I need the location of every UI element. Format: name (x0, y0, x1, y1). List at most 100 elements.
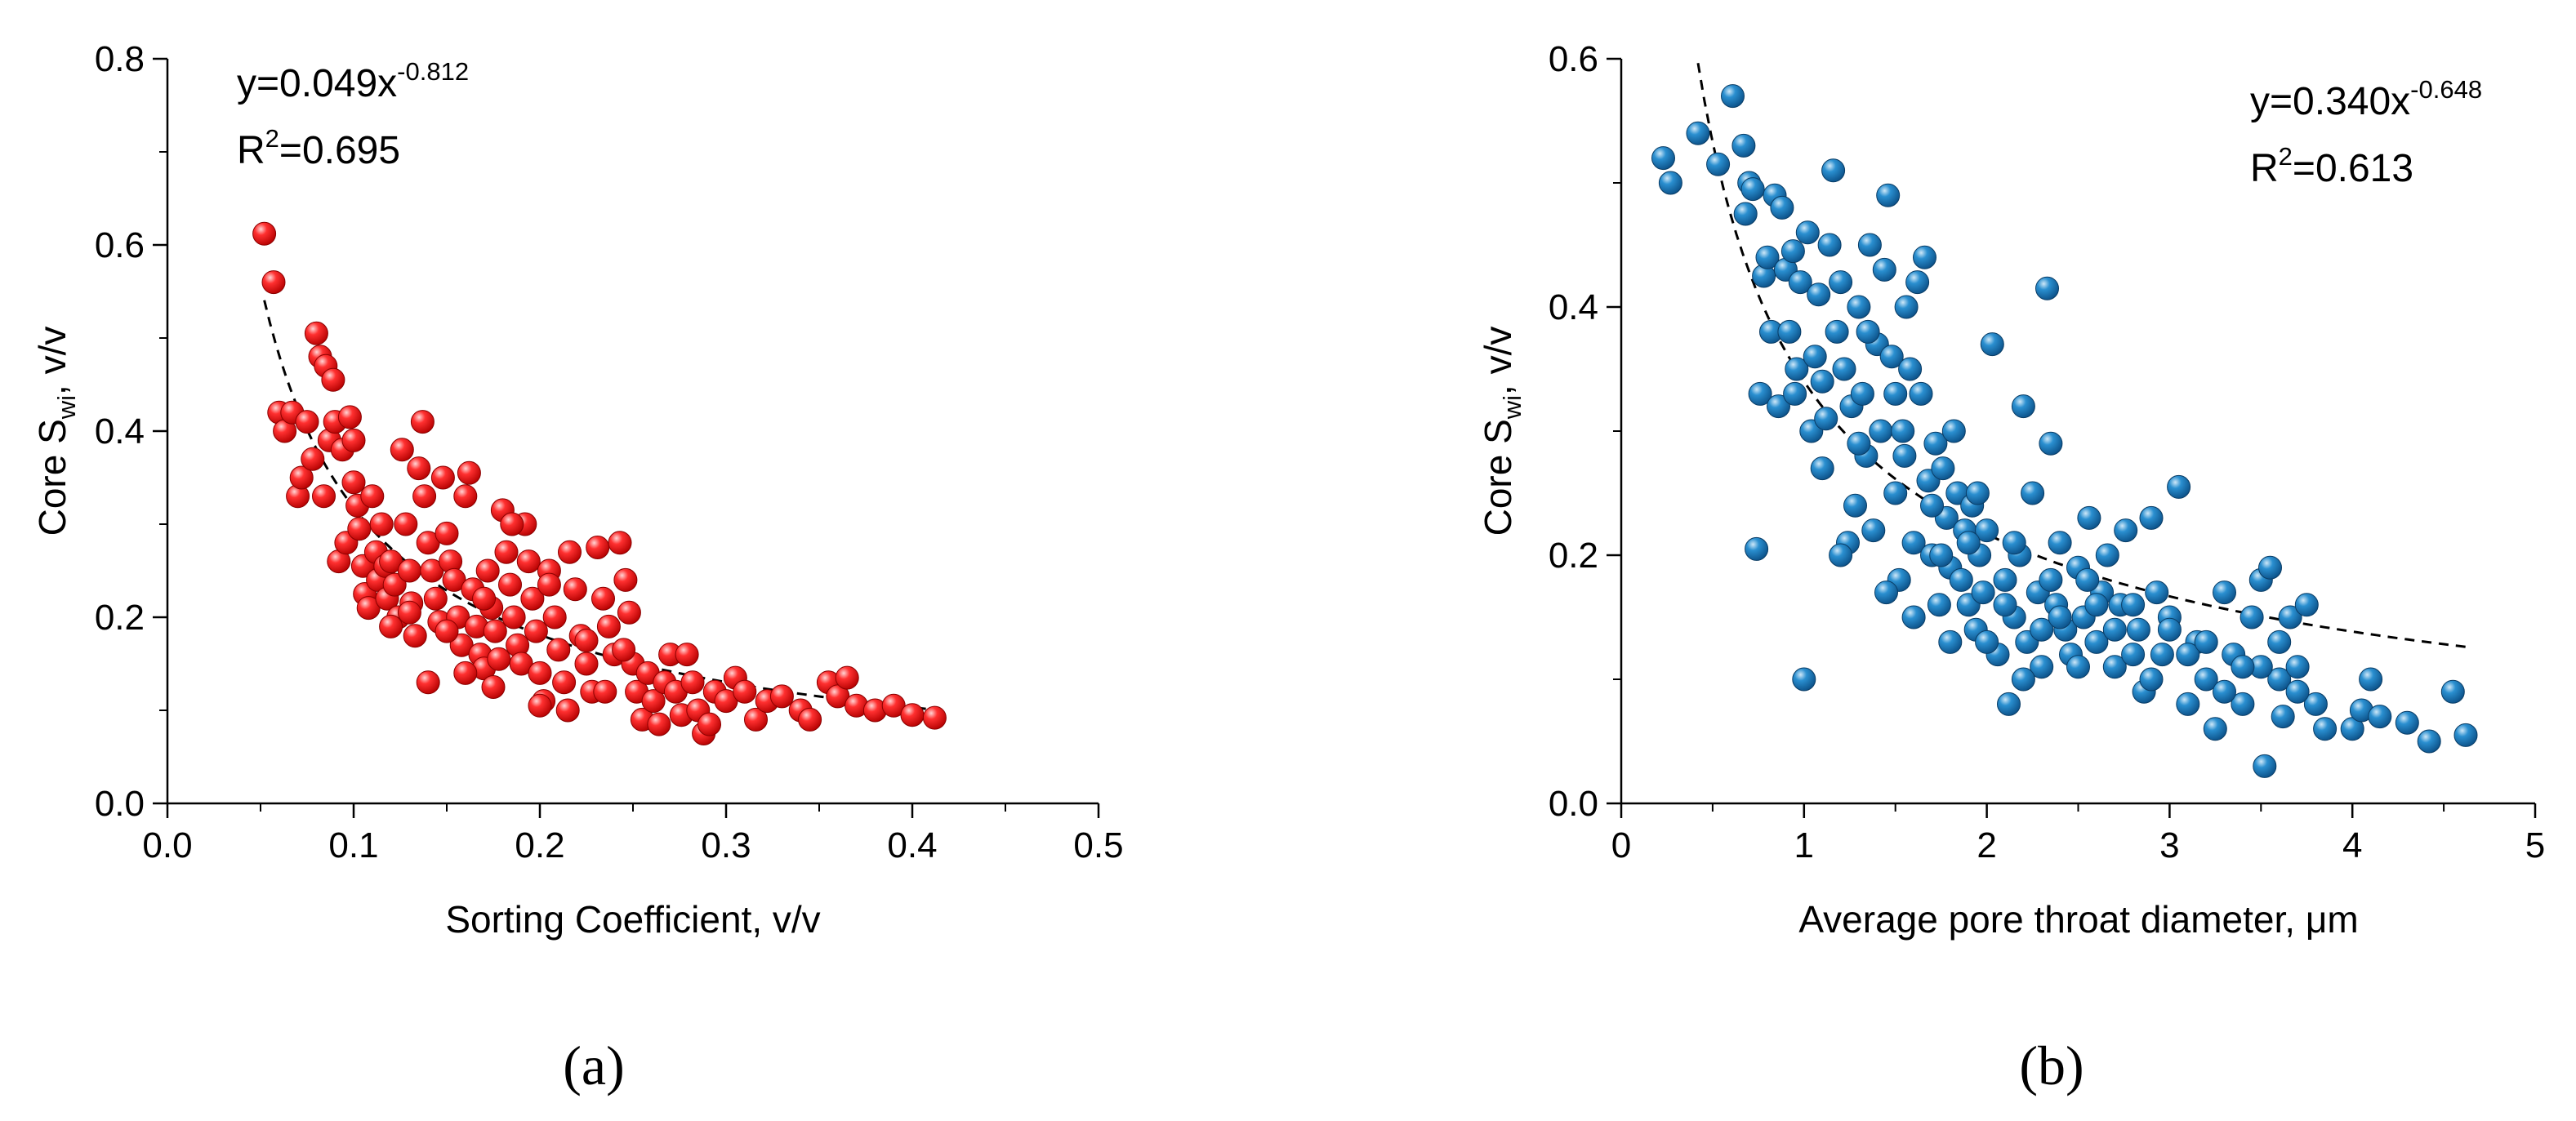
scatter-point (922, 705, 947, 730)
scatter-point (1929, 543, 1954, 567)
scatter-point (596, 614, 621, 638)
x-tick-label: 2 (1977, 825, 1996, 865)
scatter-point (1721, 84, 1745, 109)
scatter-point (360, 484, 385, 509)
scatter-point (2303, 692, 2328, 716)
scatter-point (524, 619, 548, 643)
scatter-point (1807, 282, 1831, 307)
scatter-point (1783, 381, 1807, 406)
panel-label-b: (b) (2019, 1034, 2084, 1097)
scatter-point (337, 405, 362, 429)
scatter-point (835, 665, 859, 690)
scatter-point (475, 558, 500, 583)
scatter-point (1651, 146, 1675, 171)
scatter-point (1874, 581, 1898, 605)
scatter-point (1975, 629, 1999, 654)
scatter-point (1740, 177, 1765, 202)
x-tick-label: 0.2 (515, 825, 564, 865)
scatter-point (2231, 692, 2255, 716)
scatter-point (403, 624, 427, 648)
axis-ticks: 0 1 2 3 4 5 0.0 0.2 0.4 0.6 (1549, 39, 2545, 865)
scatter-point (394, 512, 418, 536)
scatter-point (410, 410, 435, 434)
scatter-point (1901, 531, 1926, 555)
scatter-point (382, 572, 407, 597)
x-axis-label: Average pore throat diameter, μm (1798, 898, 2358, 941)
scatter-point (1913, 245, 1936, 269)
scatter-point (2035, 276, 2059, 300)
scatter-point (453, 484, 478, 509)
scatter-point (2150, 643, 2174, 667)
scatter-point (1941, 419, 1966, 443)
y-tick-label: 0.2 (95, 598, 145, 638)
panel-label-a: (a) (563, 1034, 624, 1097)
x-tick-label: 0.1 (328, 825, 378, 865)
scatter-point (347, 517, 372, 541)
x-tick-label: 0.0 (142, 825, 192, 865)
scatter-point (1745, 536, 1769, 561)
scatter-point (500, 512, 524, 536)
scatter-point (1847, 431, 1871, 456)
scatter-point (593, 679, 617, 704)
y-tick-label: 0.0 (1549, 784, 1598, 824)
scatter-point (2102, 617, 2127, 642)
scatter-point (301, 447, 325, 471)
scatter-point (2271, 705, 2295, 729)
data-points (252, 221, 947, 745)
scatter-point (680, 670, 705, 695)
scatter-point (2084, 593, 2109, 617)
scatter-point (423, 586, 448, 611)
x-axis-label: Sorting Coefficient, v/v (445, 898, 820, 941)
chart-panel-a: 0.0 0.1 0.2 0.3 0.4 0.5 0.0 0.2 0.4 0.6 0.8 y=0.04… (31, 39, 1124, 1097)
scatter-point (2048, 531, 2072, 555)
scatter-point (2176, 643, 2200, 667)
scatter-point (261, 270, 286, 295)
y-tick-label: 0.6 (95, 225, 145, 265)
fit-curve-group (1696, 63, 2467, 648)
scatter-point (2167, 474, 2191, 499)
scatter-point (2313, 717, 2338, 741)
scatter-point (516, 549, 541, 574)
scatter-point (1792, 667, 1816, 692)
scatter-point (558, 540, 582, 564)
scatter-point (1971, 581, 1995, 605)
x-tick-label: 5 (2525, 825, 2545, 865)
scatter-point (2039, 431, 2063, 456)
scatter-point (647, 712, 671, 736)
scatter-point (1956, 531, 1981, 555)
scatter-point (1847, 295, 1871, 319)
scatter-point (528, 661, 552, 685)
scatter-point (407, 456, 431, 481)
scatter-point (1748, 381, 1772, 406)
scatter-point (1825, 319, 1849, 344)
scatter-point (744, 707, 768, 732)
scatter-point (2075, 567, 2100, 592)
scatter-point (552, 670, 577, 695)
data-points (1651, 84, 2478, 778)
scatter-point (435, 521, 459, 545)
scatter-point (1832, 357, 1856, 381)
scatter-point (2231, 655, 2255, 679)
fit-curve (1696, 63, 2467, 648)
scatter-point (563, 577, 587, 602)
scatter-point (1817, 233, 1842, 257)
scatter-point (397, 558, 421, 583)
scatter-point (1909, 381, 1933, 406)
scatter-point (2048, 605, 2072, 629)
scatter-point (481, 675, 506, 699)
scatter-point (2030, 655, 2054, 679)
scatter-point (1872, 257, 1896, 282)
scatter-point (675, 643, 699, 667)
scatter-point (494, 540, 519, 564)
scatter-point (798, 707, 822, 732)
scatter-point (1803, 345, 1827, 369)
y-tick-label: 0.4 (1549, 287, 1598, 327)
scatter-point (617, 600, 641, 625)
scatter-point (435, 619, 459, 643)
scatter-point (2102, 655, 2127, 679)
scatter-point (1965, 481, 1990, 505)
scatter-point (369, 512, 394, 536)
scatter-point (1829, 270, 1853, 295)
scatter-point (2453, 723, 2478, 747)
